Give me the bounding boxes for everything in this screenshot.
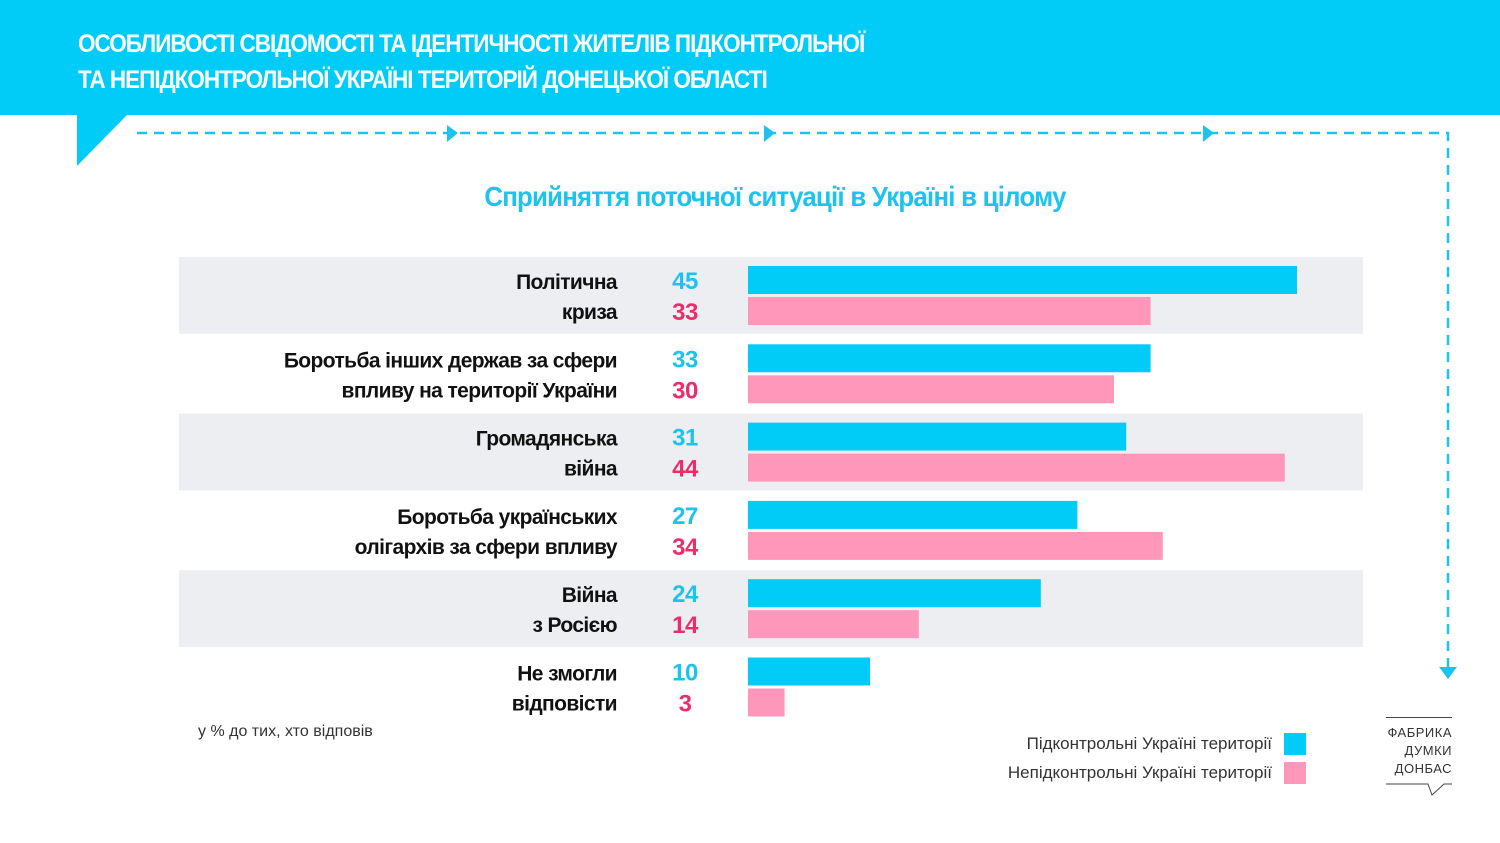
chart-legend: Підконтрольні Україні території Непідкон…	[1008, 729, 1306, 787]
bar-uncontrolled	[748, 688, 785, 717]
header-banner: ОСОБЛИВОСТІ СВІДОМОСТІ ТА ІДЕНТИЧНОСТІ Ж…	[0, 0, 1500, 115]
value-label-controlled: 27	[672, 503, 698, 530]
legend-label: Непідконтрольні Україні території	[1007, 762, 1272, 782]
value-label-uncontrolled: 30	[672, 377, 698, 404]
category-label: Громадянська	[476, 428, 618, 451]
bar-controlled	[748, 266, 1297, 294]
category-label: Політична	[516, 271, 618, 294]
logo-line-1: ФАБРИКА	[1387, 725, 1452, 740]
bar-controlled	[748, 579, 1041, 608]
page-title-line-2: ТА НЕПІДКОНТРОЛЬНОЇ УКРАЇНІ ТЕРИТОРІЙ ДО…	[78, 66, 768, 94]
bar-uncontrolled	[748, 610, 919, 639]
value-label-controlled: 33	[672, 346, 698, 373]
logo-line-2: ДУМКИ	[1404, 743, 1452, 758]
bar-controlled	[748, 657, 870, 686]
legend-item-uncontrolled: Непідконтрольні Україні території	[1008, 758, 1306, 787]
legend-item-controlled: Підконтрольні Україні території	[1008, 729, 1306, 758]
value-label-controlled: 10	[672, 660, 698, 687]
value-label-uncontrolled: 33	[672, 299, 698, 326]
logo-line-3: ДОНБАС	[1394, 761, 1452, 776]
legend-swatch-cyan	[1284, 732, 1306, 755]
category-label: впливу на території України	[342, 379, 617, 402]
value-label-controlled: 31	[672, 425, 698, 452]
value-label-uncontrolled: 3	[679, 691, 692, 718]
logo-top-rule	[1386, 717, 1452, 718]
value-label-controlled: 45	[672, 268, 698, 295]
logo-speech-tail-icon	[1386, 783, 1452, 796]
logo-text: ФАБРИКА ДУМКИ ДОНБАС	[1386, 718, 1452, 782]
value-label-controlled: 24	[672, 581, 699, 608]
bar-uncontrolled	[748, 531, 1163, 560]
bar-controlled	[748, 500, 1078, 529]
value-label-uncontrolled: 34	[672, 534, 699, 561]
legend-label: Підконтрольні Україні території	[1026, 733, 1272, 753]
chart-title: Сприйняття поточної ситуації в Україні в…	[484, 181, 1066, 212]
category-label: Не змогли	[517, 663, 617, 686]
value-label-uncontrolled: 44	[672, 456, 699, 483]
logo-fabrika-dumky-donbas: ФАБРИКА ДУМКИ ДОНБАС	[1386, 717, 1452, 796]
category-label: Війна	[562, 584, 618, 607]
bar-controlled	[748, 422, 1127, 451]
category-label: Боротьба інших держав за сфери	[284, 349, 617, 372]
category-label: з Росією	[532, 614, 617, 637]
bar-uncontrolled	[748, 375, 1114, 404]
unit-footnote: у % до тих, хто відповів	[198, 723, 373, 740]
category-label: криза	[562, 301, 618, 324]
category-label: олігархів за сфери впливу	[355, 536, 618, 559]
bar-uncontrolled	[748, 453, 1285, 482]
category-label: війна	[564, 458, 618, 481]
value-label-uncontrolled: 14	[672, 612, 699, 639]
page-title: ОСОБЛИВОСТІ СВІДОМОСТІ ТА ІДЕНТИЧНОСТІ Ж…	[78, 26, 865, 98]
bar-uncontrolled	[748, 297, 1151, 325]
legend-swatch-pink	[1284, 761, 1306, 784]
category-label: відповісти	[512, 693, 617, 716]
bar-controlled	[748, 344, 1151, 373]
page-title-line-1: ОСОБЛИВОСТІ СВІДОМОСТІ ТА ІДЕНТИЧНОСТІ Ж…	[78, 30, 865, 58]
category-label: Боротьба українських	[397, 506, 618, 529]
